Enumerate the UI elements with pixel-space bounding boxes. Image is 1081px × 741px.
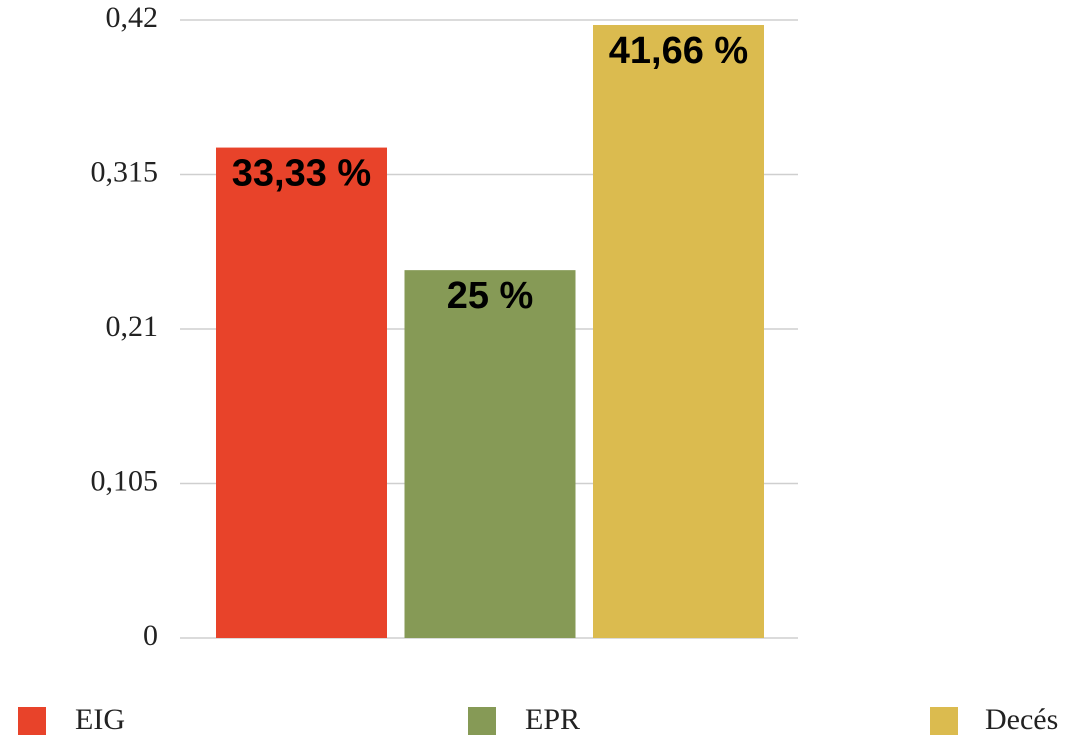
legend-swatch [930,707,958,735]
legend-label: Decés [985,703,1058,736]
y-tick-label: 0,105 [91,464,159,497]
legend-label: EPR [525,703,580,736]
legend-label: EIG [75,703,125,736]
y-tick-label: 0,21 [106,310,159,343]
y-tick-label: 0,315 [91,155,159,188]
data-label: 33,33 % [232,153,371,195]
y-tick-label: 0,42 [106,1,159,34]
bar [216,147,387,638]
data-label: 41,66 % [609,30,748,72]
data-label: 25 % [447,275,534,317]
legend-swatch [468,707,496,735]
bar [593,25,764,638]
bar [404,270,576,638]
legend-swatch [18,707,46,735]
y-tick-label: 0 [143,619,158,652]
